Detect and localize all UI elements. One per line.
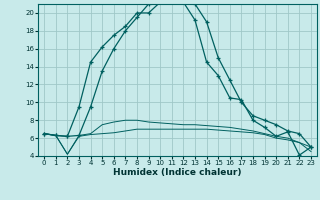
X-axis label: Humidex (Indice chaleur): Humidex (Indice chaleur) [113, 168, 242, 177]
